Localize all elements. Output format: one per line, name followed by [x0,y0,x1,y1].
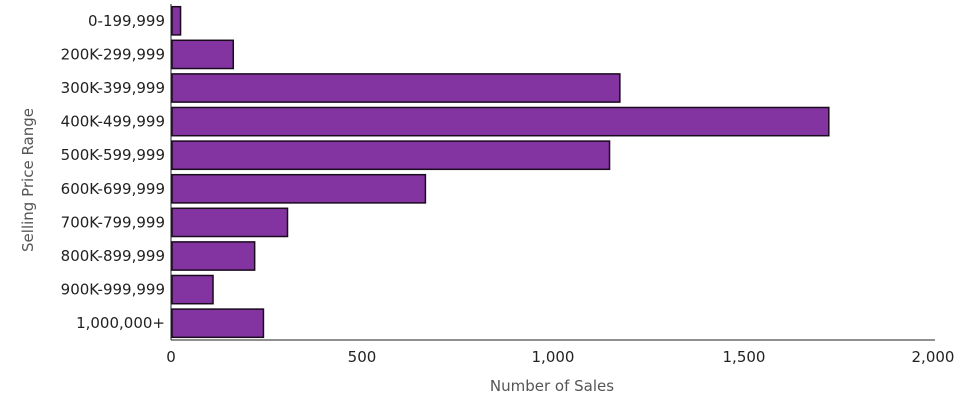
category-label: 200K-299,999 [61,45,165,63]
bar [171,5,182,36]
category-label: 900K-999,999 [61,281,165,299]
x-tick-label: 2,000 [912,348,955,366]
x-tick-label: 500 [348,348,377,366]
bar [171,308,265,339]
bar [171,241,256,271]
category-label: 400K-499,999 [61,113,165,131]
bars-group [171,5,830,339]
x-tick-label: 1,500 [723,348,766,366]
x-tick-labels: 0 500 1,000 1,500 2,000 [166,348,954,366]
x-tick-label: 1,000 [532,348,575,366]
category-label: 600K-699,999 [61,180,165,198]
bar [171,39,235,70]
category-label: 500K-599,999 [61,146,165,164]
category-labels: 0-199,999 200K-299,999 300K-399,999 400K-49… [61,12,165,332]
category-label: 700K-799,999 [61,213,165,231]
category-label: 800K-899,999 [61,247,165,265]
bar [171,207,289,238]
x-axis-title: Number of Sales [490,377,614,395]
bar [171,73,621,103]
y-axis-title: Selling Price Range [19,108,37,252]
category-label: 1,000,000+ [76,314,165,332]
bar [171,274,214,305]
category-label: 300K-399,999 [61,79,165,97]
bar [171,140,611,171]
x-tick-label: 0 [166,348,176,366]
category-label: 0-199,999 [88,12,165,30]
bar [171,106,830,137]
bar [171,173,427,204]
